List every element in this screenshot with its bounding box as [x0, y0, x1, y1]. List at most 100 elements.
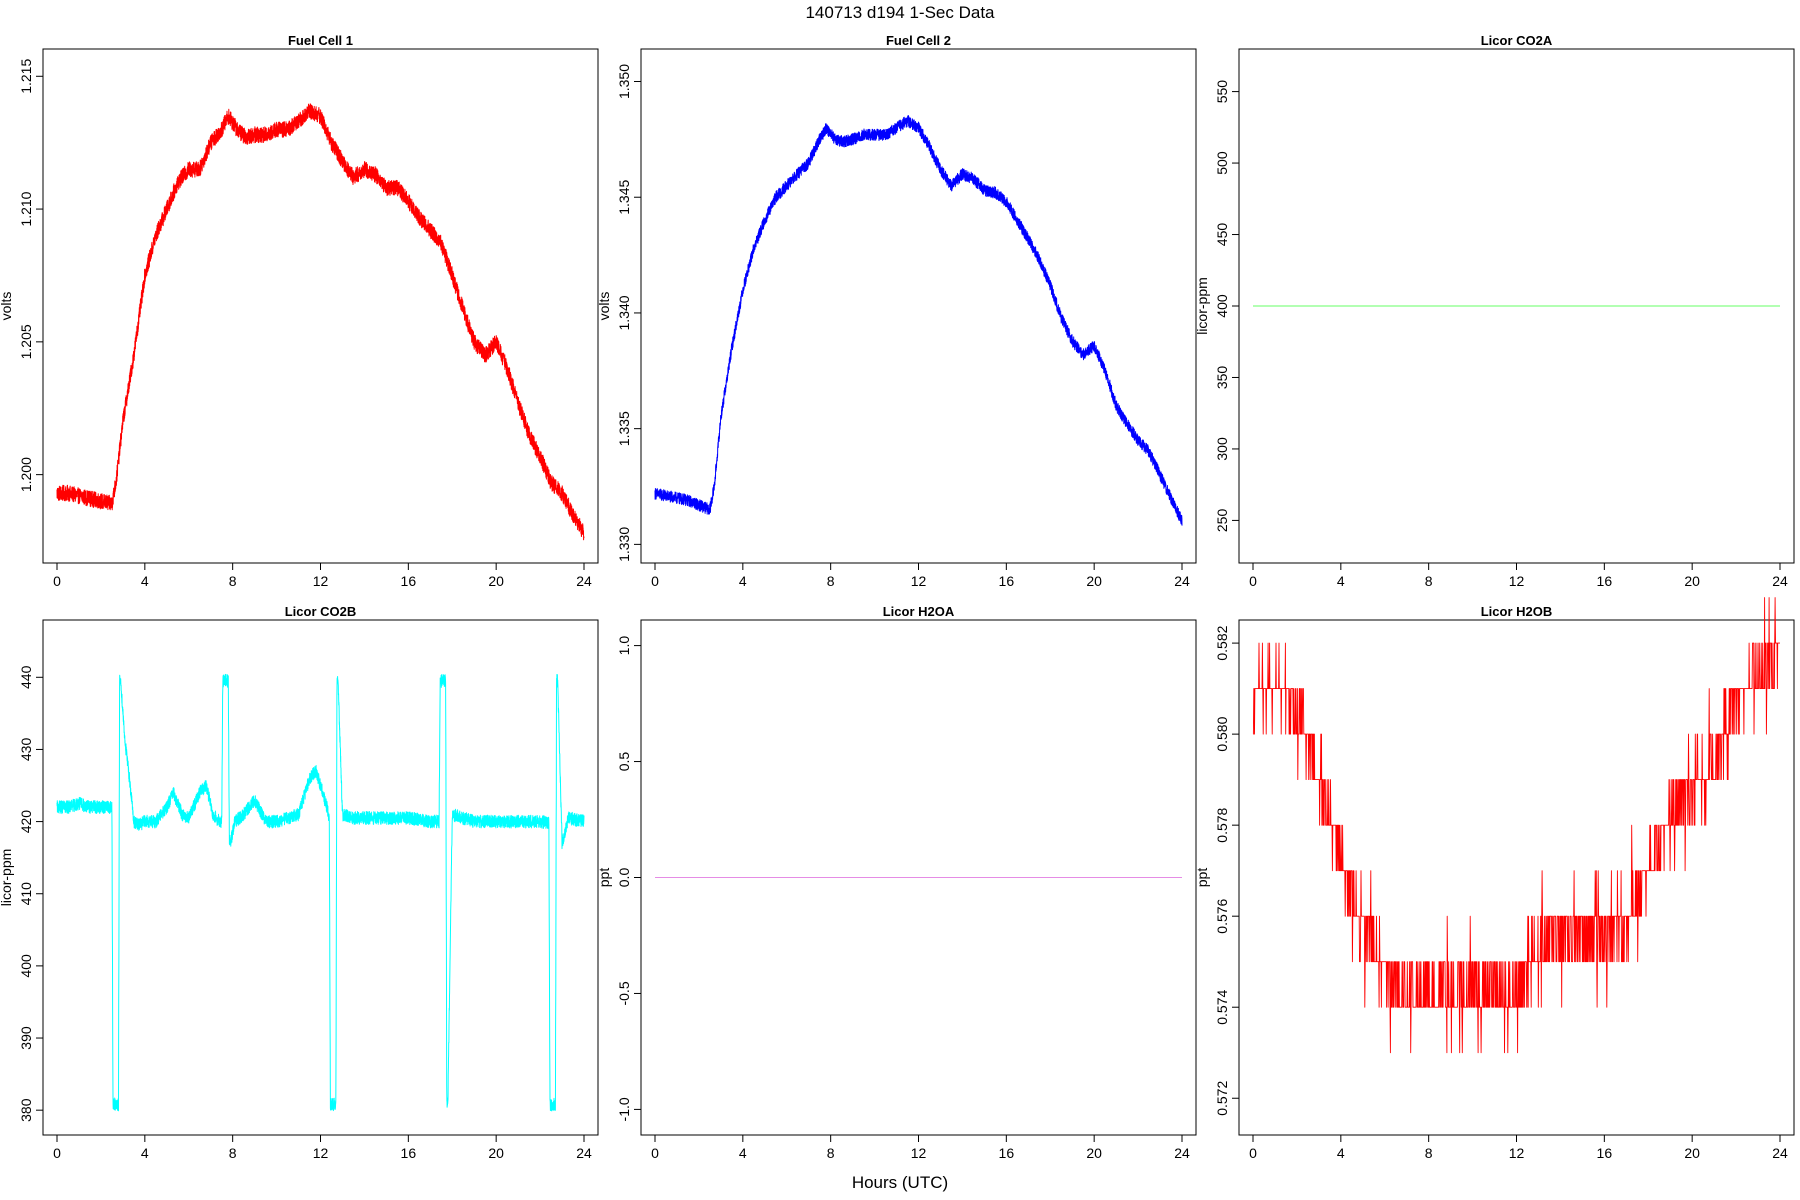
x-axis-label: Hours (UTC)	[852, 1173, 948, 1192]
panel-title: Licor H2OB	[1481, 604, 1553, 619]
y-tick-label: 0.578	[1214, 807, 1230, 842]
x-tick-label: 12	[911, 573, 927, 589]
x-tick-label: 16	[1597, 1145, 1613, 1161]
series-line	[56, 103, 585, 541]
panel-title: Licor H2OA	[883, 604, 955, 619]
x-tick-label: 16	[999, 573, 1015, 589]
x-tick-label: 4	[141, 573, 149, 589]
x-tick-label: 4	[739, 573, 747, 589]
x-tick-label: 12	[1509, 573, 1525, 589]
plot-frame	[42, 619, 599, 1136]
x-tick-label: 4	[1337, 573, 1345, 589]
y-tick-label: 0.582	[1214, 625, 1230, 660]
x-tick-label: 24	[576, 573, 592, 589]
x-tick-label: 4	[1337, 1145, 1345, 1161]
x-tick-label: 12	[313, 573, 329, 589]
y-tick-label: 1.345	[616, 180, 632, 215]
x-tick-label: 0	[1249, 1145, 1257, 1161]
y-tick-label: 450	[1214, 223, 1230, 247]
y-axis-label: volts	[596, 292, 612, 321]
x-tick-label: 12	[313, 1145, 329, 1161]
y-tick-label: 0.572	[1214, 1081, 1230, 1116]
x-tick-label: 24	[1772, 573, 1788, 589]
x-tick-label: 20	[1086, 573, 1102, 589]
y-axis-label: licor-ppm	[0, 849, 14, 907]
y-axis-label: licor-ppm	[1194, 277, 1210, 335]
y-tick-label: 390	[18, 1026, 34, 1050]
y-tick-label: 440	[18, 665, 34, 689]
x-tick-label: 0	[1249, 573, 1257, 589]
panel-title: Licor CO2A	[1481, 33, 1553, 48]
x-tick-label: 20	[1086, 1145, 1102, 1161]
y-tick-label: 550	[1214, 80, 1230, 104]
x-tick-label: 0	[53, 1145, 61, 1161]
panel-4: Licor CO2B 0 4 8 12 16 20 24 380 390 400 410 420 430 4…	[0, 604, 599, 1161]
x-tick-label: 20	[1684, 573, 1700, 589]
y-tick-label: 1.210	[18, 191, 34, 226]
x-tick-label: 24	[1174, 573, 1190, 589]
x-tick-label: 0	[651, 573, 659, 589]
x-tick-label: 20	[488, 573, 504, 589]
x-tick-label: 12	[1509, 1145, 1525, 1161]
x-tick-label: 20	[1684, 1145, 1700, 1161]
x-tick-label: 8	[1425, 573, 1433, 589]
y-tick-label: 350	[1214, 366, 1230, 390]
series-line	[56, 673, 585, 1112]
y-tick-label: 1.330	[616, 527, 632, 562]
y-tick-label: 420	[18, 810, 34, 834]
x-tick-label: 8	[827, 573, 835, 589]
x-tick-label: 8	[229, 1145, 237, 1161]
y-tick-label: -0.5	[616, 981, 632, 1005]
x-tick-label: 8	[229, 573, 237, 589]
y-tick-label: 1.0	[616, 636, 632, 656]
y-tick-label: 430	[18, 738, 34, 762]
panel-title: Fuel Cell 1	[288, 33, 353, 48]
series-line	[1252, 597, 1781, 1054]
y-tick-label: 1.215	[18, 59, 34, 94]
x-tick-label: 0	[53, 573, 61, 589]
panel-5: Licor H2OA 0 4 8 12 16 20 24 -1.0 -0.5 0.0 0.5 1.0 pp…	[596, 604, 1197, 1161]
x-tick-label: 24	[576, 1145, 592, 1161]
x-tick-label: 24	[1174, 1145, 1190, 1161]
panel-6: Licor H2OB 0 4 8 12 16 20 24 0.572 0.574 0.576 0.57…	[1194, 597, 1795, 1161]
y-tick-label: 1.340	[616, 295, 632, 330]
plot-frame	[42, 48, 599, 564]
y-tick-label: 1.350	[616, 64, 632, 99]
x-tick-label: 20	[488, 1145, 504, 1161]
x-tick-label: 16	[1597, 573, 1613, 589]
x-tick-label: 12	[911, 1145, 927, 1161]
y-tick-label: 380	[18, 1098, 34, 1122]
panel-3: Licor CO2A 0 4 8 12 16 20 24 250 300 350 400 450 500 5…	[1194, 33, 1795, 589]
x-tick-label: 8	[827, 1145, 835, 1161]
x-tick-label: 16	[401, 573, 417, 589]
y-tick-label: 400	[1214, 294, 1230, 318]
y-tick-label: 0.580	[1214, 716, 1230, 751]
panels: Fuel Cell 1 0 4 8 12 16 20 24 1.200 1.205 1.210 1.2…	[0, 33, 1795, 1161]
x-tick-label: 24	[1772, 1145, 1788, 1161]
panel-title: Licor CO2B	[285, 604, 357, 619]
y-tick-label: 1.335	[616, 411, 632, 446]
y-tick-label: -1.0	[616, 1097, 632, 1121]
y-tick-label: 1.200	[18, 457, 34, 492]
y-tick-label: 1.205	[18, 324, 34, 359]
x-tick-label: 0	[651, 1145, 659, 1161]
y-axis-label: volts	[0, 292, 14, 321]
y-tick-label: 0.5	[616, 752, 632, 772]
series-line	[654, 115, 1183, 526]
y-tick-label: 500	[1214, 151, 1230, 175]
y-tick-label: 400	[18, 954, 34, 978]
y-tick-label: 300	[1214, 437, 1230, 461]
x-tick-label: 8	[1425, 1145, 1433, 1161]
x-tick-label: 4	[739, 1145, 747, 1161]
y-tick-label: 0.0	[616, 868, 632, 888]
plot-frame	[1238, 619, 1795, 1136]
x-tick-label: 16	[999, 1145, 1015, 1161]
panel-1: Fuel Cell 1 0 4 8 12 16 20 24 1.200 1.205 1.210 1.2…	[0, 33, 599, 589]
y-axis-label: ppt	[596, 868, 612, 888]
y-tick-label: 0.574	[1214, 989, 1230, 1024]
x-tick-label: 4	[141, 1145, 149, 1161]
panel-2: Fuel Cell 2 0 4 8 12 16 20 24 1.330 1.335 1.340 1.3…	[596, 33, 1197, 589]
y-tick-label: 410	[18, 882, 34, 906]
y-axis-label: ppt	[1194, 868, 1210, 888]
